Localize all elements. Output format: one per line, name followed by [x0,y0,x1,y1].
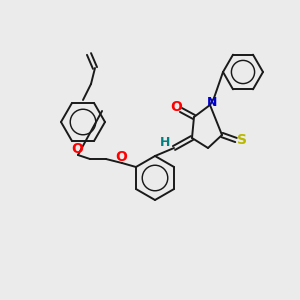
Text: H: H [160,136,170,149]
Text: S: S [237,133,247,147]
Text: O: O [71,142,83,156]
Text: N: N [207,95,217,109]
Text: O: O [115,150,127,164]
Text: O: O [170,100,182,114]
